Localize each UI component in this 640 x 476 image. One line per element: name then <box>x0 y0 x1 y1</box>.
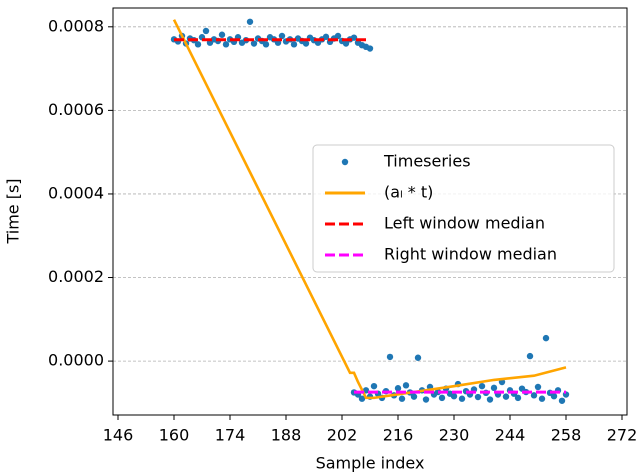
point <box>194 41 202 48</box>
point <box>526 352 534 360</box>
point <box>422 396 430 403</box>
point <box>402 382 410 389</box>
x-tick-label: 272 <box>607 426 638 445</box>
legend-label: Left window median <box>384 214 545 233</box>
point <box>218 31 226 38</box>
point <box>290 41 298 48</box>
point <box>358 395 366 402</box>
x-axis-label: Sample index <box>316 454 425 473</box>
point <box>490 384 498 392</box>
point <box>410 393 418 400</box>
line <box>172 19 567 400</box>
point <box>394 385 402 392</box>
y-tick-label: 0.0006 <box>48 100 104 119</box>
y-tick-label: 0.0004 <box>48 183 104 202</box>
point <box>302 40 310 47</box>
point <box>398 395 406 402</box>
point <box>370 382 378 390</box>
point <box>414 354 422 361</box>
point <box>386 353 394 361</box>
point <box>438 394 446 402</box>
point <box>278 32 286 40</box>
point <box>262 41 270 48</box>
point <box>342 40 350 47</box>
point <box>538 395 546 402</box>
point <box>530 392 538 399</box>
x-tick-label: 230 <box>439 426 470 445</box>
y-axis-label: Time [s] <box>4 178 23 244</box>
x-tick-label: 160 <box>159 426 190 445</box>
point <box>202 27 210 35</box>
point <box>450 392 458 400</box>
y-tick-label: 0.0002 <box>48 267 104 286</box>
legend-marker <box>341 158 349 166</box>
point <box>550 392 558 400</box>
point <box>334 32 342 40</box>
point <box>486 396 494 403</box>
point <box>534 383 542 391</box>
point <box>246 18 254 25</box>
point <box>502 393 510 400</box>
x-tick-label: 258 <box>551 426 582 445</box>
x-tick-label: 174 <box>215 426 246 445</box>
y-tick-label: 0.0000 <box>48 351 104 370</box>
point <box>478 382 486 390</box>
legend-box <box>312 144 615 273</box>
legend-label: (aₗ * t) <box>384 183 433 202</box>
point <box>222 41 230 48</box>
point <box>542 334 550 342</box>
legend-label: Timeseries <box>383 152 471 171</box>
point <box>458 395 466 402</box>
x-tick-label: 244 <box>495 426 526 445</box>
x-tick-label: 216 <box>383 426 414 445</box>
plot-frame <box>112 7 628 416</box>
y-tick-label: 0.0008 <box>48 16 104 35</box>
point <box>474 393 482 401</box>
point <box>322 33 330 41</box>
x-tick-label: 202 <box>327 426 358 445</box>
point <box>250 40 258 47</box>
point <box>366 45 374 52</box>
point <box>514 394 522 402</box>
point <box>350 34 358 41</box>
x-tick-label: 146 <box>103 426 134 445</box>
legend-label: Right window median <box>384 245 557 264</box>
point <box>558 397 566 404</box>
x-tick-label: 188 <box>271 426 302 445</box>
